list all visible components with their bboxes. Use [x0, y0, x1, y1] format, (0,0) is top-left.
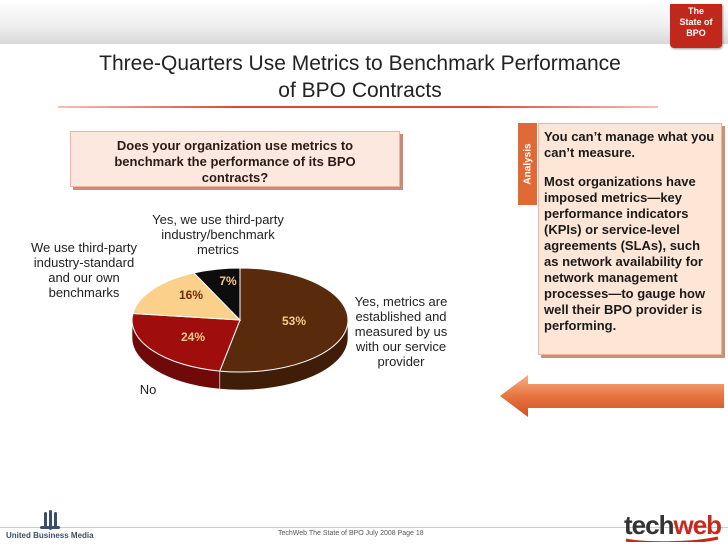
- pie-category-label-line: and our own: [48, 270, 120, 285]
- analysis-heading: You can’t manage what you can’t measure.: [544, 129, 715, 160]
- title-divider: [58, 106, 658, 108]
- pie-category-label-4: Yes, we use third-party industry/benchmar…: [140, 212, 296, 257]
- ubm-logo-icon: [40, 510, 60, 530]
- analysis-tab: Analysis: [518, 123, 537, 205]
- pie-category-label-1: Yes, metrics are established and measured …: [340, 294, 462, 369]
- pie-category-label-3: We use third-party industry-standard and o…: [22, 240, 146, 300]
- title-line-1: Three-Quarters Use Metrics to Benchmark …: [99, 52, 621, 75]
- techweb-logo: techweb: [622, 510, 722, 545]
- pie-category-label-line: measured by us: [354, 324, 448, 339]
- pie-category-label-line: established and: [355, 309, 447, 324]
- pie-value-label-3: 16%: [178, 288, 204, 302]
- title-line-2: of BPO Contracts: [278, 79, 442, 102]
- pie-category-label-line: with our service: [355, 339, 447, 354]
- pie-category-label-line: benchmarks: [48, 285, 120, 300]
- analysis-box: You can’t manage what you can’t measure.…: [538, 123, 722, 355]
- pie-category-label-line: metrics: [197, 242, 239, 257]
- techweb-tech: tech: [624, 510, 674, 540]
- pie-category-label-line: provider: [377, 354, 425, 369]
- footer-divider: [0, 527, 728, 528]
- top-bar: [0, 0, 728, 44]
- survey-question: Does your organization use metrics to be…: [70, 131, 400, 187]
- pie-slice-side-1: [219, 319, 349, 391]
- left-arrow-icon: [500, 375, 724, 417]
- footer-text: TechWeb The State of BPO July 2008 Page …: [278, 530, 424, 537]
- page-title: Three-Quarters Use Metrics to Benchmark …: [40, 50, 680, 104]
- pie-category-label-2: No: [128, 382, 168, 397]
- badge-line-1: The: [687, 6, 704, 16]
- pie-category-label-line: industry/benchmark: [161, 227, 275, 242]
- pie-category-label-line: industry-standard: [33, 255, 135, 270]
- state-of-bpo-badge: The State of BPO: [670, 4, 722, 48]
- pie-value-label-1: 53%: [281, 314, 307, 328]
- pie-value-label-2: 24%: [180, 330, 206, 344]
- pie-value-label-4: 7%: [219, 274, 237, 288]
- pie-category-label-line: Yes, we use third-party: [152, 212, 284, 227]
- badge-line-3: BPO: [686, 28, 706, 38]
- pie-category-label-line: We use third-party: [31, 240, 137, 255]
- badge-line-2: State of: [679, 17, 713, 27]
- pie-category-label-line: Yes, metrics are: [354, 294, 448, 309]
- analysis-body: Most organizations have imposed metrics—…: [544, 174, 706, 333]
- analysis-tab-label: Analysis: [522, 143, 533, 185]
- pie-category-label-line: No: [139, 382, 157, 397]
- ubm-brand: United Business Media: [6, 531, 94, 540]
- techweb-web: web: [673, 510, 722, 540]
